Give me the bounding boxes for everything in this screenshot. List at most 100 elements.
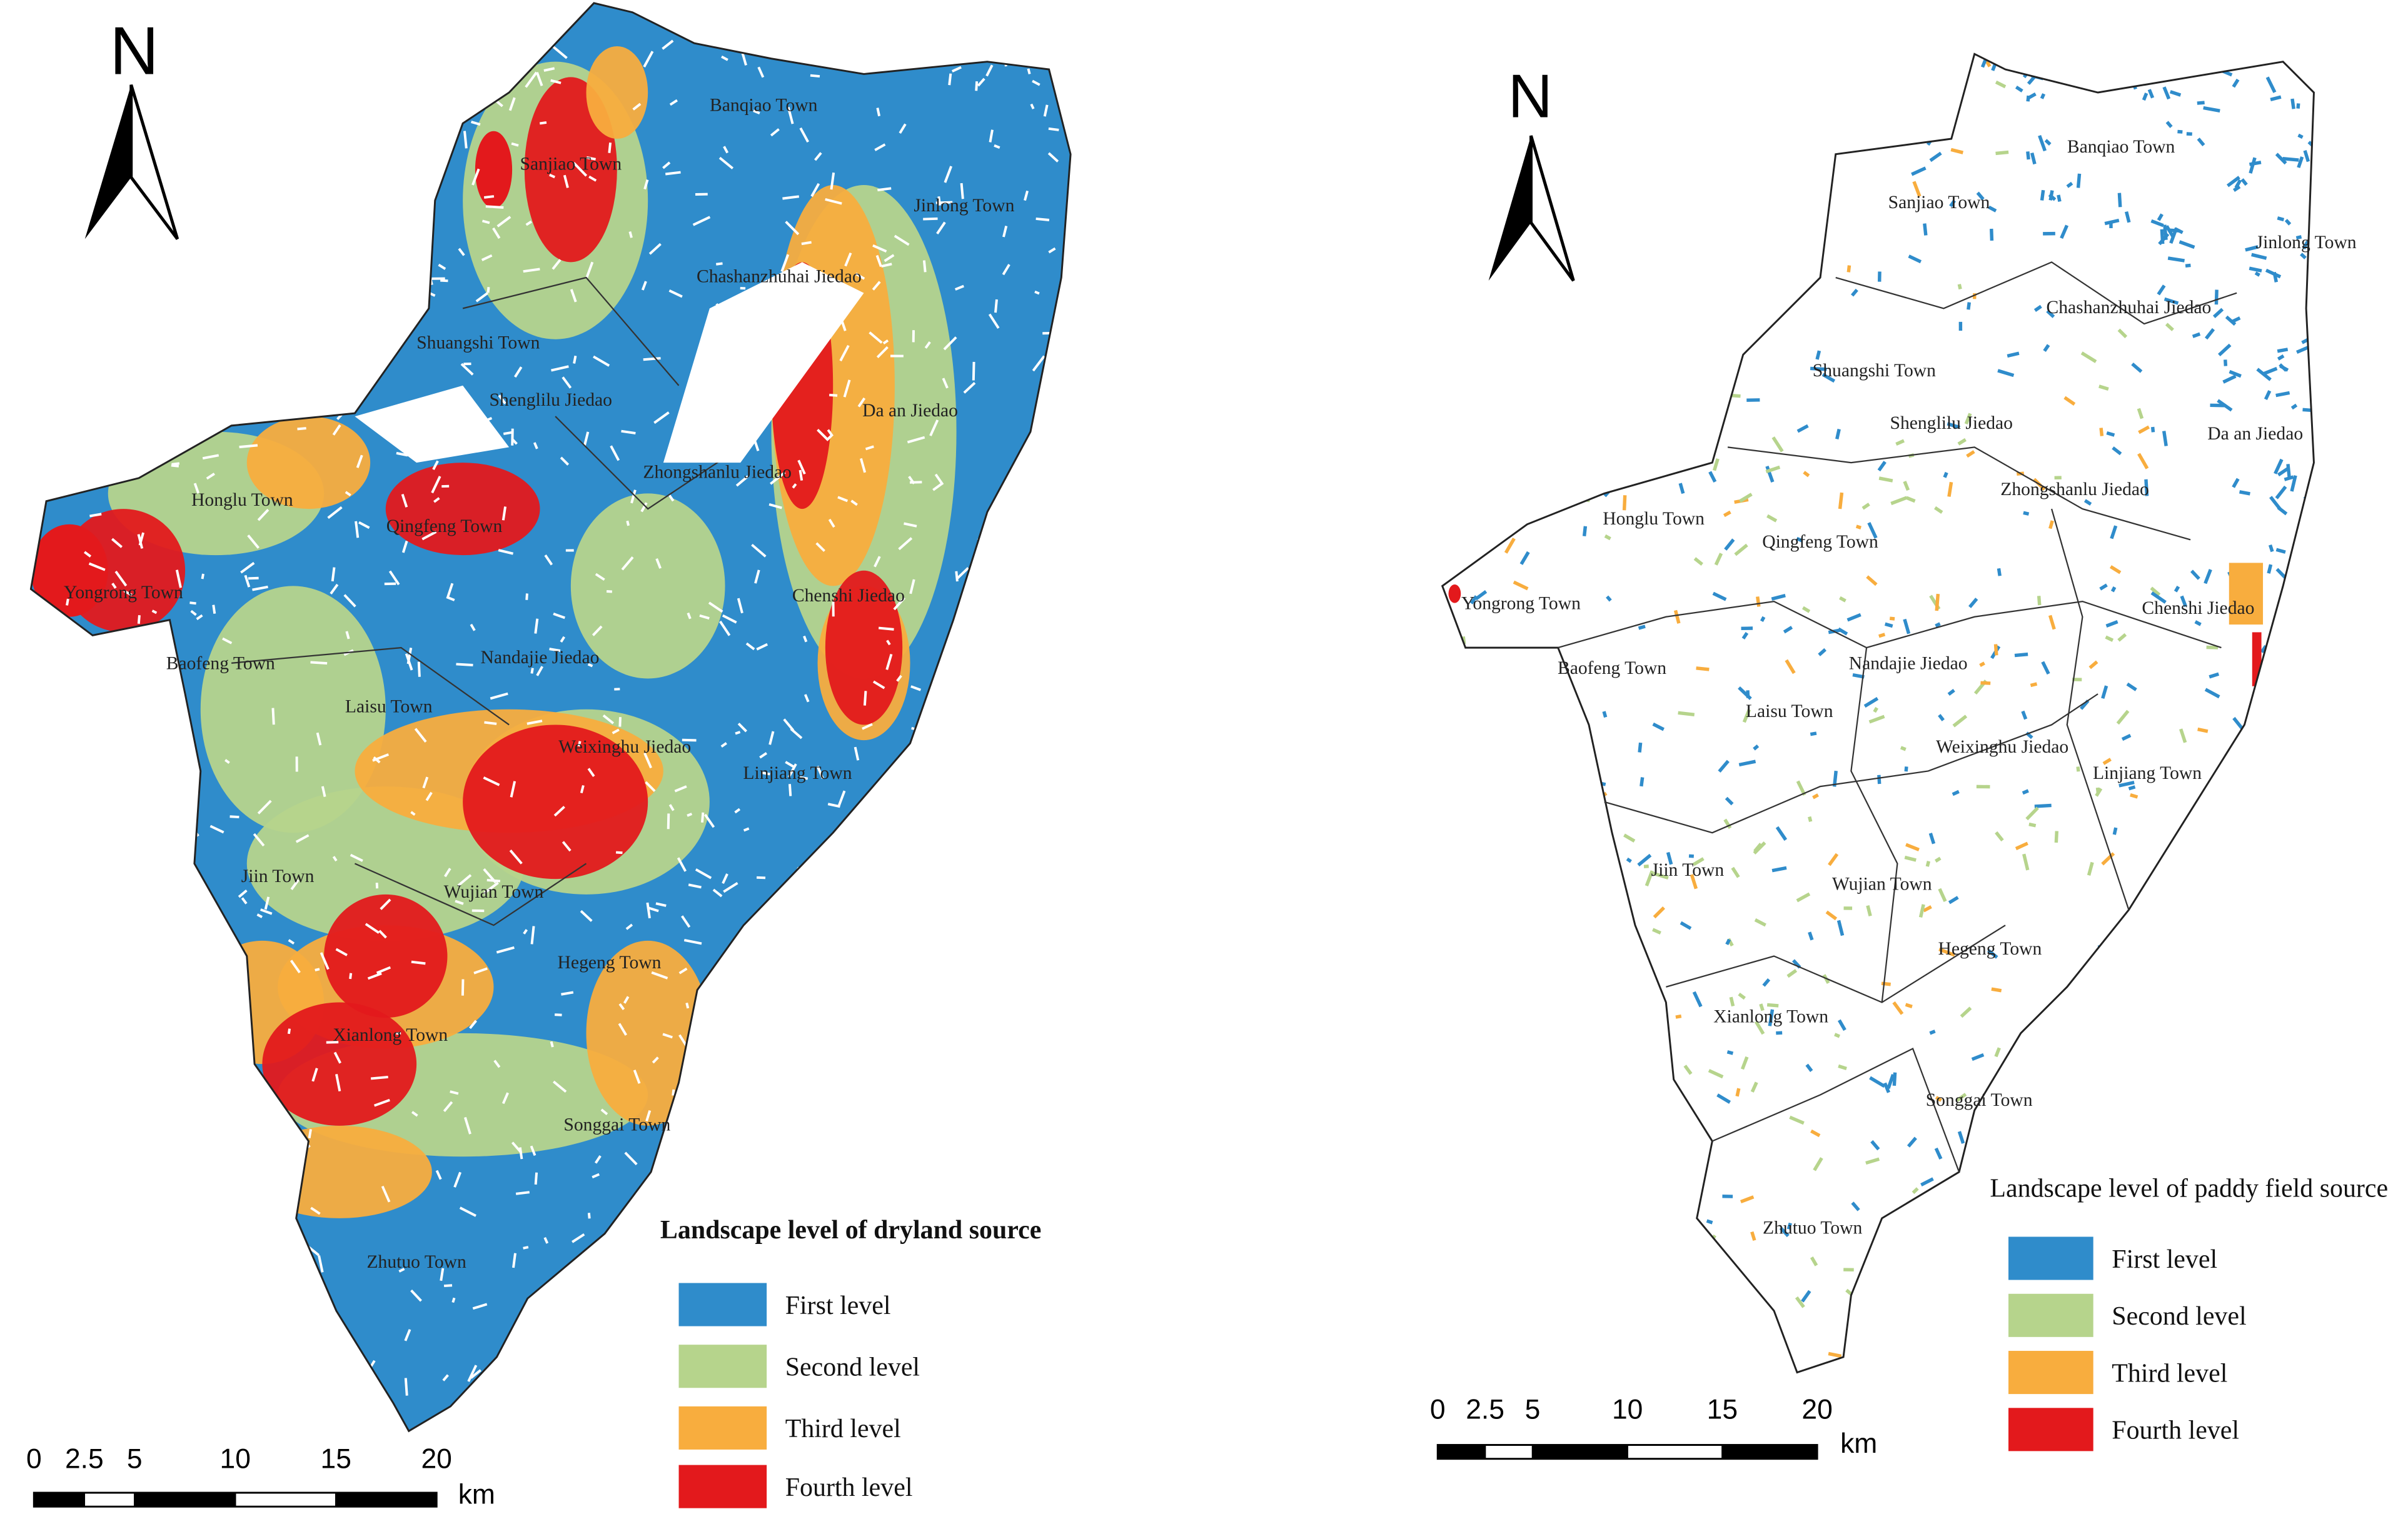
field-patch [1647,1253,1653,1261]
texture [1065,591,1071,607]
texture [882,339,889,345]
texture [241,46,251,57]
field-patch [2048,520,2054,529]
texture [844,252,852,267]
texture [168,166,174,172]
field-patch [2117,328,2128,339]
texture [832,1332,847,1347]
texture [313,49,320,61]
field-patch [2270,95,2282,102]
field-patch [2081,979,2090,985]
legend-swatch [678,1465,767,1508]
field-patch [1714,309,1729,316]
texture [872,281,881,291]
texture [708,601,723,613]
texture [536,666,544,676]
field-patch [2297,1166,2305,1175]
field-patch [2225,315,2237,326]
field-patch [1837,1019,1846,1031]
field-patch [1626,857,1632,863]
texture [483,868,497,884]
texture [238,889,248,898]
field-patch [1549,783,1562,798]
field-patch [2232,478,2240,488]
patch [524,77,617,263]
field-patch [1692,991,1703,1008]
texture [222,637,233,644]
field-patch [2110,586,2117,593]
texture [570,289,577,303]
texture [96,1059,110,1068]
texture [373,1098,390,1107]
town-label: Honglu Town [1603,509,1705,529]
texture [196,614,203,621]
texture [358,252,376,259]
texture [174,1428,181,1431]
texture [859,1340,870,1354]
field-patch [2112,446,2122,456]
field-patch [1918,904,1925,918]
texture [107,1416,114,1427]
texture [640,502,648,513]
texture [151,289,159,295]
texture [101,646,112,659]
texture [331,567,336,582]
texture [899,895,908,903]
texture [486,287,490,293]
texture [246,335,251,342]
texture [795,1258,805,1263]
texture [960,925,967,930]
field-patch [2104,218,2120,226]
field-patch [1630,1241,1637,1248]
texture [963,381,976,394]
field-patch [1468,454,1481,462]
texture [804,694,810,703]
legend-label: Fourth level [785,1473,913,1502]
field-patch [1472,777,1483,788]
map-outline [1441,53,2315,1374]
texture [860,875,867,883]
texture [909,579,915,594]
field-patch [2101,685,2108,699]
texture [907,436,925,444]
field-patch [1602,711,1608,718]
texture [859,1123,867,1136]
scale-segment [1722,1445,1818,1459]
texture [549,173,556,179]
field-patch [1601,1254,1608,1262]
field-patch [2117,193,2122,208]
field-patch [1928,833,1936,845]
field-patch [1726,55,1735,72]
texture [308,1129,312,1138]
texture [903,1111,914,1120]
field-patch [1836,920,1845,936]
field-patch [2113,1291,2121,1301]
scale-label: 10 [1612,1395,1643,1425]
texture [738,1170,743,1176]
field-patch [2294,1041,2302,1048]
texture [768,503,782,509]
field-patch [1877,775,1882,785]
texture [997,1156,1008,1167]
texture [186,966,190,980]
field-patch [2022,789,2029,795]
field-patch [2131,363,2143,373]
texture [313,1368,326,1372]
texture [994,144,1000,149]
texture [685,1002,690,1009]
texture [807,41,817,53]
field-patch [1566,829,1574,834]
texture [647,906,659,913]
texture [720,742,727,748]
texture [398,1268,405,1273]
texture [594,1155,602,1164]
texture [753,109,760,115]
field-patch [1786,969,1798,978]
texture [944,166,953,183]
field-patch [1818,122,1823,139]
field-patch [2117,633,2127,642]
texture [511,428,514,446]
texture [608,142,612,153]
field-patch [1995,150,2009,156]
texture [288,939,295,945]
